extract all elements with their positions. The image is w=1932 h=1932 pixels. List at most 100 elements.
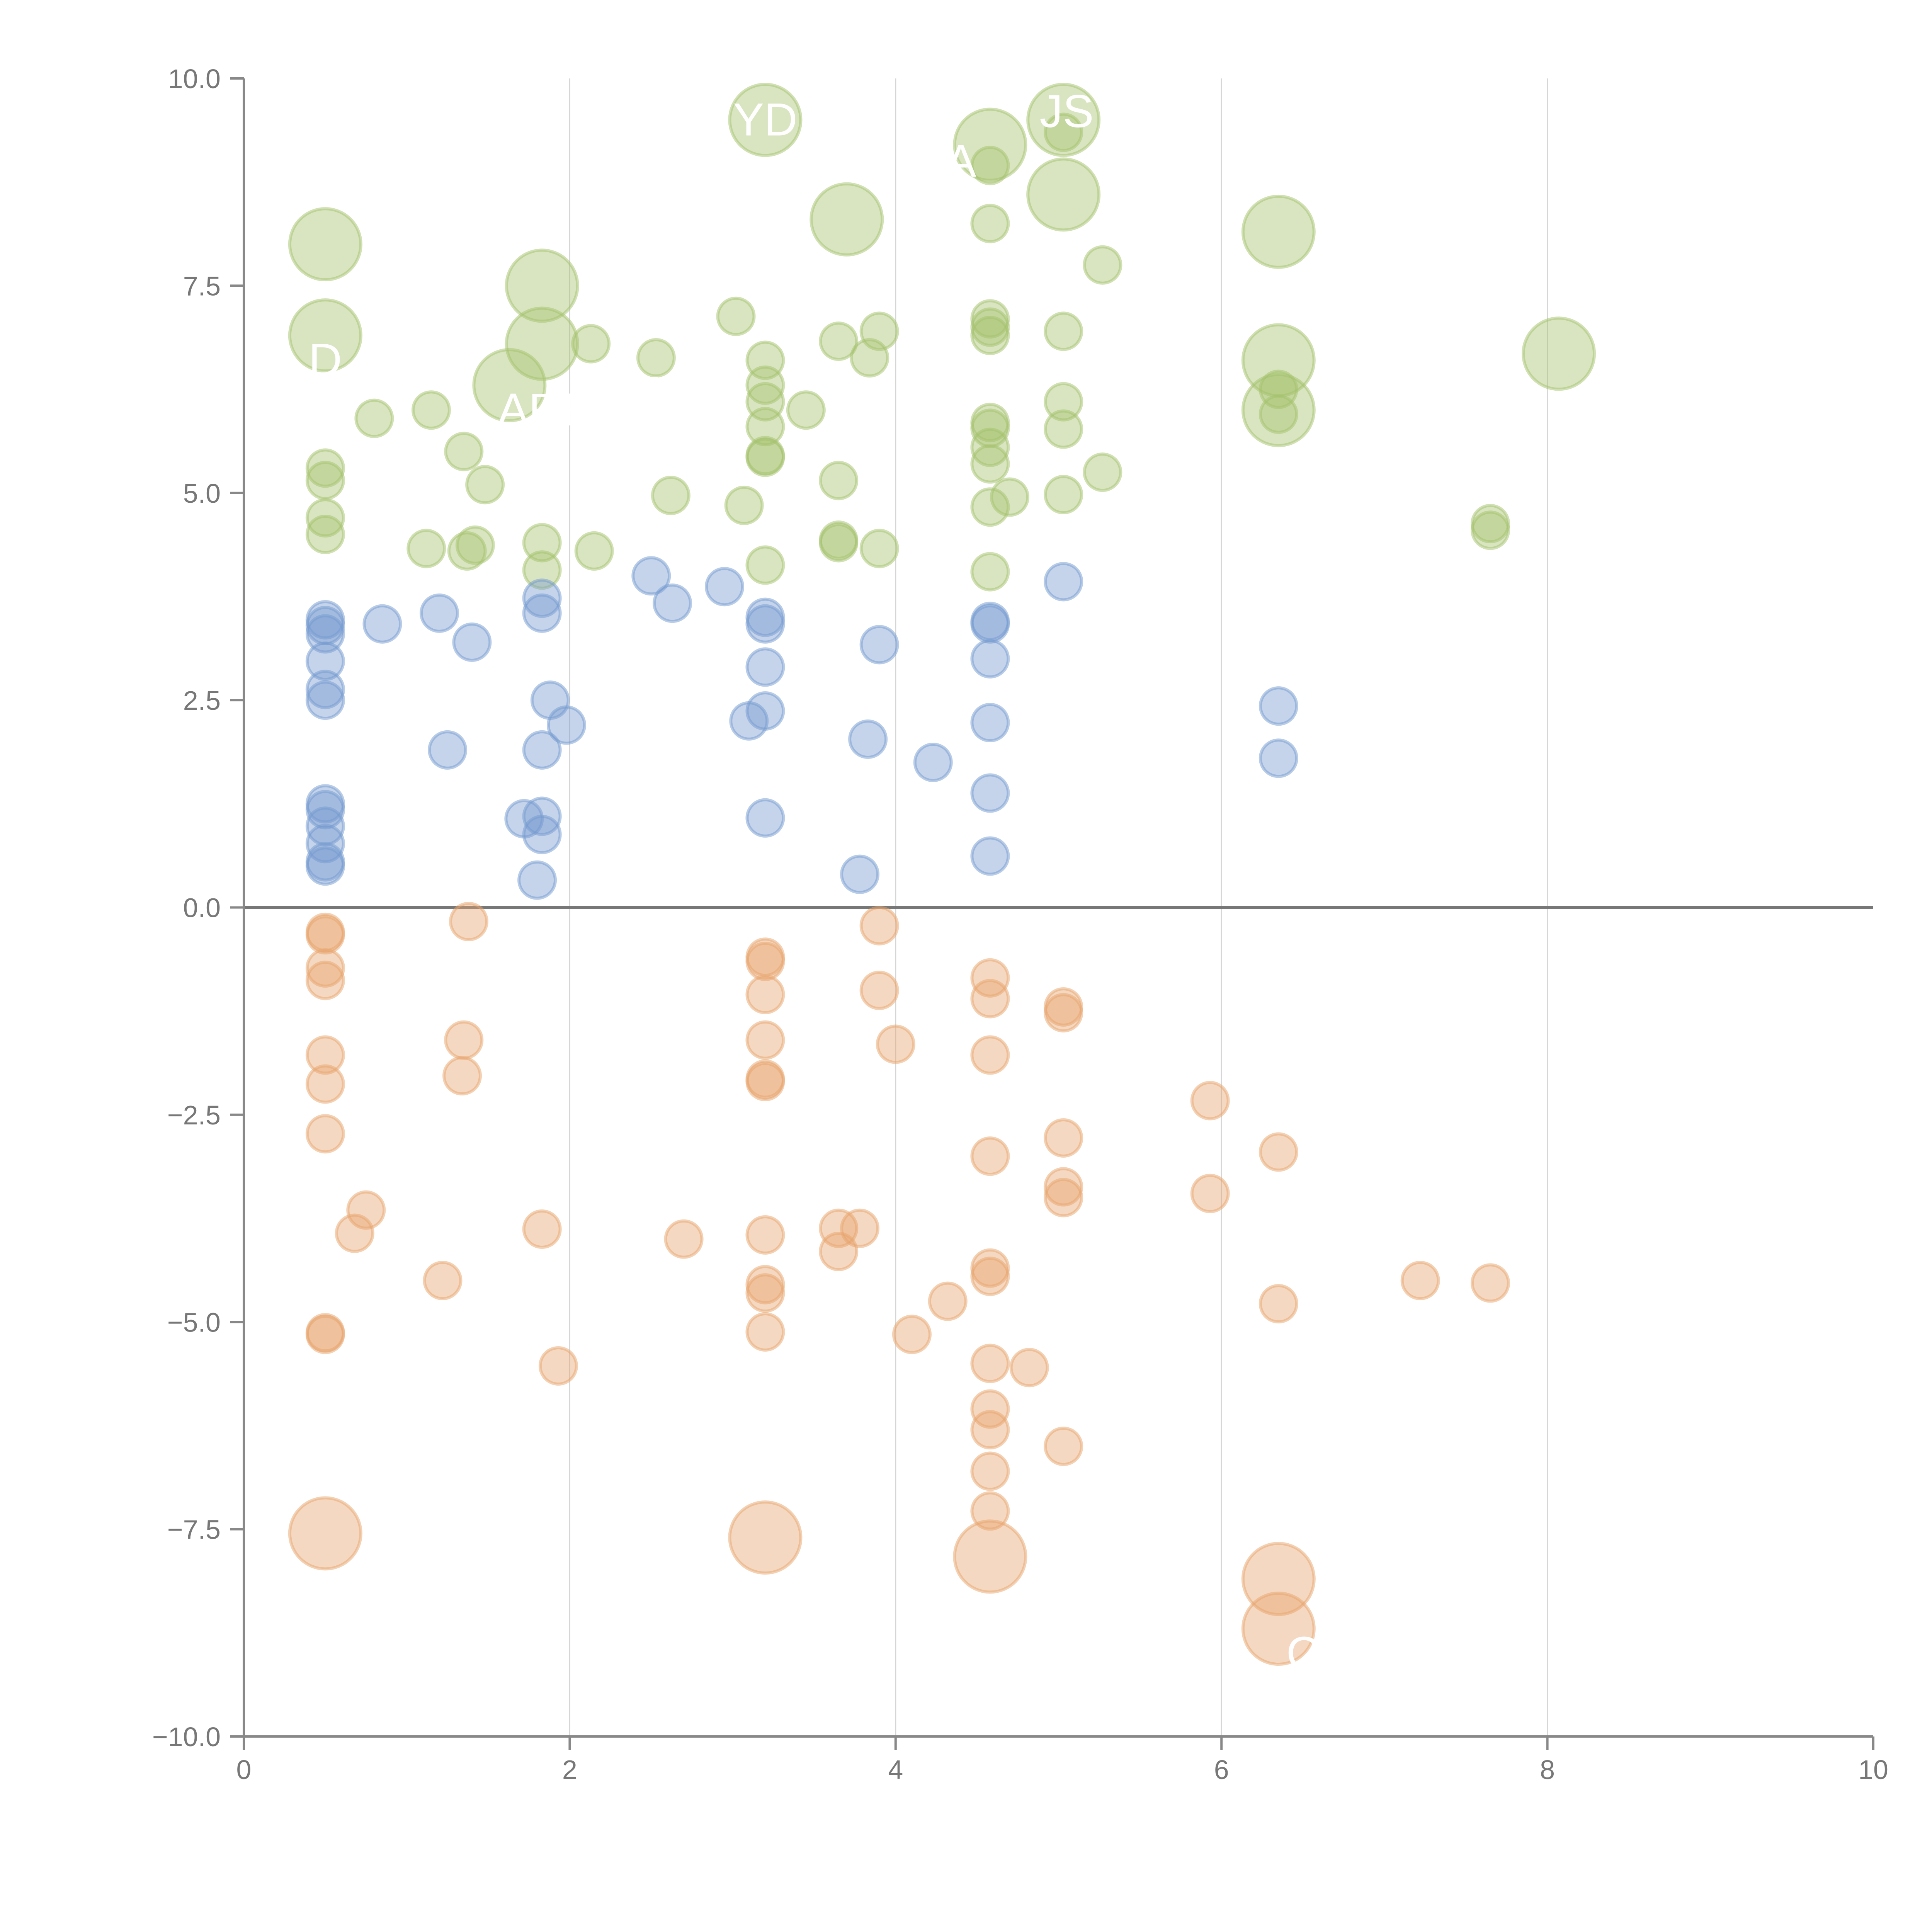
data-point-low — [1044, 1427, 1083, 1466]
data-point-low — [745, 1020, 785, 1060]
data-point-low — [305, 948, 345, 988]
data-point-high — [970, 316, 1010, 355]
data-point-high — [305, 448, 345, 488]
data-point-mid — [305, 614, 345, 654]
data-point-high — [970, 427, 1010, 467]
data-point-high — [522, 523, 562, 563]
x-tick-label: 8 — [1540, 1755, 1555, 1785]
data-point-low — [970, 979, 1010, 1019]
data-point-mid — [653, 583, 692, 623]
data-point-high — [651, 476, 690, 515]
data-point-high — [1083, 452, 1122, 492]
y-tick-label: 7.5 — [183, 271, 221, 301]
data-point-high — [810, 182, 884, 257]
data-point-low — [970, 1451, 1010, 1491]
data-point-high — [505, 306, 579, 381]
data-point-low — [970, 958, 1010, 998]
data-point-high — [574, 531, 614, 571]
data-point-high — [786, 390, 826, 430]
data-point-mid — [913, 743, 953, 782]
data-point-high — [1044, 382, 1083, 422]
point-label: JS — [1040, 85, 1094, 137]
data-point-low — [745, 975, 785, 1014]
data-point-high — [1044, 311, 1083, 351]
data-point-mid — [1259, 738, 1298, 778]
data-point-mid — [970, 639, 1010, 679]
data-point-low — [1190, 1173, 1230, 1213]
data-point-mid — [970, 836, 1010, 876]
data-point-high — [859, 311, 899, 351]
y-tick-label: 0.0 — [183, 893, 221, 923]
data-point-mid — [1259, 686, 1298, 726]
data-point-low — [1241, 1592, 1316, 1666]
data-point-low — [745, 1062, 785, 1102]
data-point-mid — [305, 641, 345, 681]
data-point-low — [953, 1519, 1027, 1594]
data-point-mid — [522, 730, 562, 770]
data-point-high — [745, 365, 785, 405]
data-point-high — [819, 461, 859, 500]
y-tick-label: 2.5 — [183, 685, 221, 716]
data-point-low — [970, 1491, 1010, 1531]
data-point-low — [1044, 993, 1083, 1032]
x-tick-label: 0 — [236, 1755, 252, 1785]
point-labels: D ARE M K YD A JS C — [309, 85, 1320, 1679]
data-point-mid — [522, 578, 562, 618]
data-point-mid — [859, 625, 899, 665]
data-point-high — [636, 338, 676, 378]
x-tick-label: 10 — [1858, 1755, 1888, 1785]
y-tick-label: −10.0 — [152, 1722, 221, 1752]
data-point-high — [728, 83, 803, 157]
data-point-high — [1241, 194, 1316, 269]
data-point-low — [928, 1281, 968, 1321]
point-label: A — [945, 135, 976, 187]
data-point-low — [1471, 1263, 1510, 1303]
data-points — [288, 83, 1596, 1666]
y-tick-label: −5.0 — [167, 1307, 221, 1337]
data-point-high — [1259, 394, 1298, 434]
data-point-mid — [970, 703, 1010, 743]
data-point-high — [288, 298, 362, 373]
data-point-mid — [305, 790, 345, 830]
data-point-low — [305, 1035, 345, 1075]
data-point-low — [1400, 1260, 1440, 1300]
data-point-high — [1026, 157, 1101, 232]
data-point-low — [859, 971, 899, 1010]
data-point-low — [970, 1344, 1010, 1383]
data-point-high — [819, 520, 859, 560]
data-point-low — [449, 901, 488, 941]
data-point-low — [305, 1114, 345, 1154]
data-point-low — [538, 1346, 578, 1386]
data-point-low — [346, 1190, 386, 1230]
data-point-high — [465, 465, 505, 505]
data-point-mid — [428, 730, 468, 770]
data-point-high — [724, 485, 764, 525]
data-point-low — [1009, 1348, 1049, 1388]
data-point-low — [859, 906, 899, 946]
data-point-mid — [848, 719, 888, 759]
data-point-high — [1044, 409, 1083, 449]
data-point-low — [305, 915, 345, 955]
data-point-mid — [840, 854, 880, 894]
data-point-mid — [631, 556, 671, 596]
x-tick-label: 4 — [888, 1755, 903, 1785]
point-label: K — [717, 350, 748, 402]
data-point-low — [442, 1056, 482, 1096]
data-point-high — [1522, 316, 1596, 391]
data-point-low — [745, 941, 785, 981]
data-point-mid — [362, 604, 402, 644]
data-point-low — [970, 1257, 1010, 1296]
data-point-low — [1190, 1081, 1230, 1121]
data-point-high — [305, 461, 345, 500]
data-point-low — [892, 1315, 932, 1354]
data-point-low — [664, 1219, 704, 1259]
point-label: D — [309, 334, 342, 386]
data-point-low — [444, 1020, 484, 1060]
point-label: C — [1286, 1627, 1320, 1679]
data-point-high — [716, 296, 756, 336]
data-point-mid — [305, 670, 345, 709]
axes: 10.0 7.5 5.0 2.5 0.0 −2.5 −5.0 −7.5 −10.0 0 2 4 6 8 10 — [152, 64, 1888, 1785]
data-point-high — [305, 515, 345, 554]
data-point-high — [859, 529, 899, 568]
